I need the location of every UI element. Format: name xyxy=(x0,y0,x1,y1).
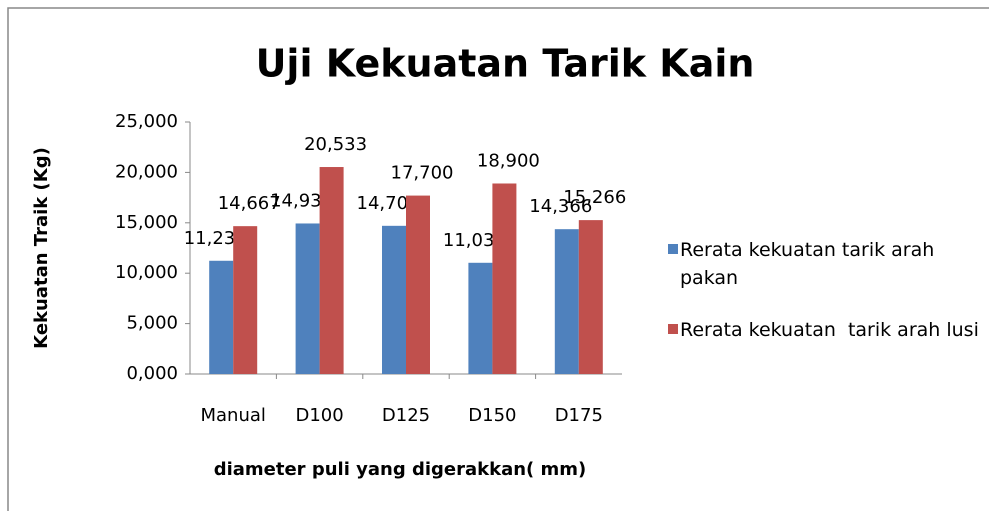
y-tick-label: 25,000 xyxy=(115,111,178,132)
y-tick-label: 20,000 xyxy=(115,161,178,182)
value-label: 15,266 xyxy=(563,187,626,208)
bar xyxy=(382,225,406,374)
legend-label: Rerata kekuatan tarik arah pakan xyxy=(680,239,935,289)
bar xyxy=(209,260,234,374)
bar xyxy=(578,220,603,374)
value-label: 18,900 xyxy=(477,150,540,171)
bar xyxy=(233,226,258,374)
frame xyxy=(7,7,989,511)
value-label: 14,366 xyxy=(529,196,592,217)
bar xyxy=(406,195,430,374)
y-tick-label: 15,000 xyxy=(115,212,178,233)
x-tick-label: D125 xyxy=(382,405,430,426)
x-axis-label: diameter puli yang digerakkan( mm) xyxy=(214,459,587,480)
legend-entry: Rerata kekuatan tarik arah pakan xyxy=(668,236,980,292)
y-tick-label: 10,000 xyxy=(115,262,178,283)
value-label: 20,533 xyxy=(304,134,367,155)
value-label: 14,933 xyxy=(270,190,333,211)
x-tick-label: Manual xyxy=(200,405,265,426)
bar xyxy=(468,262,493,374)
value-label: 11,033 xyxy=(443,230,506,251)
value-label: 17,700 xyxy=(391,163,454,184)
value-label: 14,667 xyxy=(218,193,281,214)
y-tick-label: 0,000 xyxy=(126,363,178,384)
legend-swatch xyxy=(668,244,678,254)
bar xyxy=(554,229,579,374)
legend-entry: Rerata kekuatan tarik arah lusi xyxy=(668,316,980,344)
value-label: 11,233 xyxy=(184,228,247,249)
x-tick-label: D150 xyxy=(468,405,516,426)
y-axis-label: Kekuatan Traik (Kg) xyxy=(31,147,52,349)
legend-label: Rerata kekuatan tarik arah lusi xyxy=(680,319,979,341)
bar xyxy=(319,167,344,374)
bar xyxy=(492,183,517,374)
legend-swatch xyxy=(668,324,678,334)
bar xyxy=(295,223,320,374)
value-label: 14,700 xyxy=(357,193,420,214)
chart-title: Uji Kekuatan Tarik Kain xyxy=(256,42,755,86)
x-tick-label: D100 xyxy=(295,405,343,426)
y-tick-label: 5,000 xyxy=(126,313,178,334)
x-tick-label: D175 xyxy=(555,405,603,426)
